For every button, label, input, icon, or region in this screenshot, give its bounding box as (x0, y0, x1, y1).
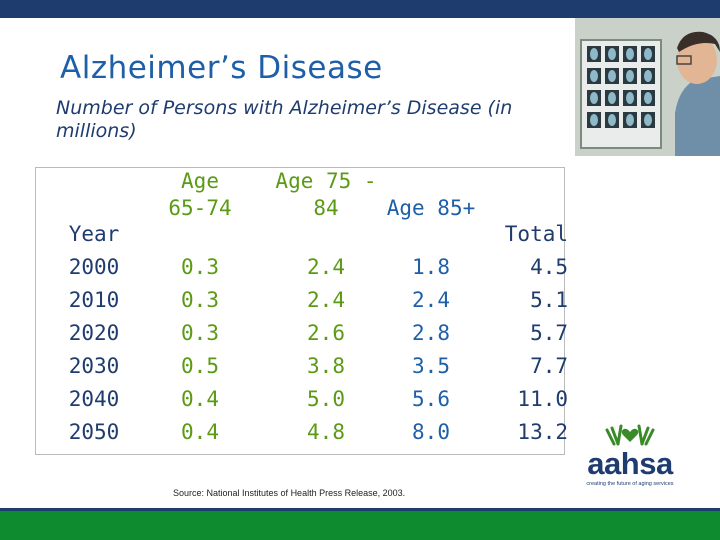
table-cell: 0.4 (181, 420, 219, 444)
slide-subtitle: Number of Persons with Alzheimer’s Disea… (56, 97, 513, 142)
age-75-84-column: Age 75 - 84 2.4 2.4 2.6 3.8 5.0 4.8 (274, 168, 378, 449)
table-cell: 5.7 (530, 321, 568, 345)
bottom-banner (0, 511, 720, 540)
table-cell: 2010 (68, 288, 120, 312)
hands-heart-icon (605, 424, 655, 446)
table-cell: 4.8 (307, 420, 345, 444)
table-cell: 2.4 (412, 288, 450, 312)
total-header: Total (504, 222, 568, 246)
table-cell: 2020 (68, 321, 120, 345)
table-cell: 3.5 (412, 354, 450, 378)
table-cell: 7.7 (530, 354, 568, 378)
age-65-74-column: Age 65-74 0.3 0.3 0.3 0.5 0.4 0.4 (168, 168, 232, 449)
table-cell: 2.8 (412, 321, 450, 345)
footer-divider (0, 508, 720, 511)
alzheimers-data-table: Year 2000 2010 2020 2030 2040 2050 Age 6… (35, 167, 568, 455)
table-cell: 2030 (68, 354, 120, 378)
table-cell: 0.3 (181, 288, 219, 312)
top-banner (0, 0, 720, 18)
table-cell: 1.8 (412, 255, 450, 279)
table-cell: 3.8 (307, 354, 345, 378)
source-note: Source: National Institutes of Health Pr… (173, 488, 406, 498)
aahsa-logo: aahsa creating the future of aging servi… (574, 418, 686, 490)
table-cell: 5.6 (412, 387, 450, 411)
table-cell: 0.5 (181, 354, 219, 378)
age-75-84-header: Age 75 - 84 (275, 169, 377, 220)
table-cell: 2050 (68, 420, 120, 444)
age-85-column: Age 85+ 1.8 2.4 2.8 3.5 5.6 8.0 (376, 168, 486, 449)
table-cell: 0.3 (181, 321, 219, 345)
table-cell: 8.0 (412, 420, 450, 444)
table-cell: 2.4 (307, 288, 345, 312)
table-cell: 5.1 (530, 288, 568, 312)
table-cell: 0.3 (181, 255, 219, 279)
table-cell: 2.6 (307, 321, 345, 345)
table-cell: 13.2 (517, 420, 568, 444)
table-cell: 2.4 (307, 255, 345, 279)
table-cell: 4.5 (530, 255, 568, 279)
logo-tagline: creating the future of aging services (586, 481, 674, 487)
table-cell: 2000 (68, 255, 120, 279)
table-cell: 5.0 (307, 387, 345, 411)
age-65-74-header: Age 65-74 (168, 169, 232, 220)
table-cell: 11.0 (517, 387, 568, 411)
logo-wordmark: aahsa (587, 446, 673, 481)
age-85-header: Age 85+ (386, 196, 476, 220)
table-cell: 0.4 (181, 387, 219, 411)
table-cell: 2040 (68, 387, 120, 411)
total-column: Total 4.5 5.1 5.7 7.7 11.0 13.2 (476, 168, 568, 449)
doctor-xray-photo (575, 18, 720, 156)
year-header: Year (68, 222, 120, 246)
slide-title: Alzheimer’s Disease (60, 50, 383, 86)
year-column: Year 2000 2010 2020 2030 2040 2050 (52, 168, 136, 449)
